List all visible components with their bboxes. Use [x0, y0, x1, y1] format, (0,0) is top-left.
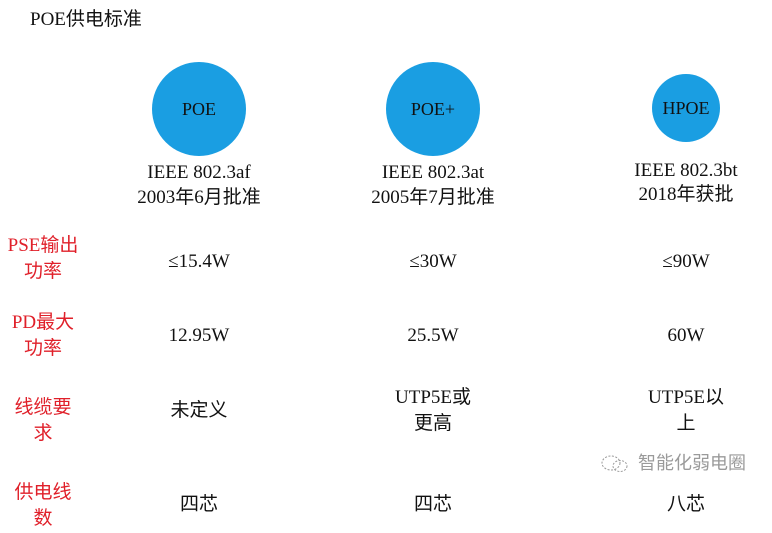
ieee-standard: IEEE 802.3bt — [634, 160, 738, 181]
ieee-standard: IEEE 802.3af — [147, 162, 251, 183]
watermark-text: 智能化弱电圈 — [638, 453, 746, 474]
cable-value: UTP5E以上 — [647, 387, 725, 434]
cable-value: 未定义 — [170, 400, 228, 421]
hpoe-circle: HPOE — [652, 74, 720, 142]
label-pairs: 供电线数 — [14, 482, 72, 529]
label-pd-power: PD最大 功率 — [11, 312, 75, 359]
watermark: 智能化弱电圈 — [600, 452, 746, 476]
pse-value: ≤90W — [662, 251, 710, 272]
pairs-value: 四芯 — [413, 494, 453, 515]
cable-value: UTP5E或 更高 — [394, 387, 472, 434]
pd-value: 12.95W — [168, 325, 230, 346]
approval-date: 2018年获批 — [638, 184, 734, 205]
ieee-standard: IEEE 802.3at — [381, 162, 485, 183]
pd-value: 60W — [667, 325, 705, 346]
wechat-icon — [601, 455, 628, 472]
approval-date: 2005年7月批准 — [371, 187, 495, 208]
label-pse-power: PSE输出 功率 — [7, 235, 79, 282]
poe-circle: POE — [152, 62, 246, 156]
pse-value: ≤30W — [409, 251, 457, 272]
poe-plus-circle: POE+ — [386, 62, 480, 156]
pd-value: 25.5W — [407, 325, 459, 346]
pse-value: ≤15.4W — [168, 251, 230, 272]
pairs-value: 八芯 — [666, 494, 706, 515]
circle-label: HPOE — [662, 97, 710, 118]
page-title: POE供电标准 — [30, 9, 142, 30]
circle-label: POE+ — [410, 98, 456, 119]
circle-label: POE — [181, 98, 216, 119]
pairs-value: 四芯 — [179, 494, 219, 515]
approval-date: 2003年6月批准 — [137, 187, 261, 208]
label-cable: 线缆要求 — [14, 397, 72, 444]
